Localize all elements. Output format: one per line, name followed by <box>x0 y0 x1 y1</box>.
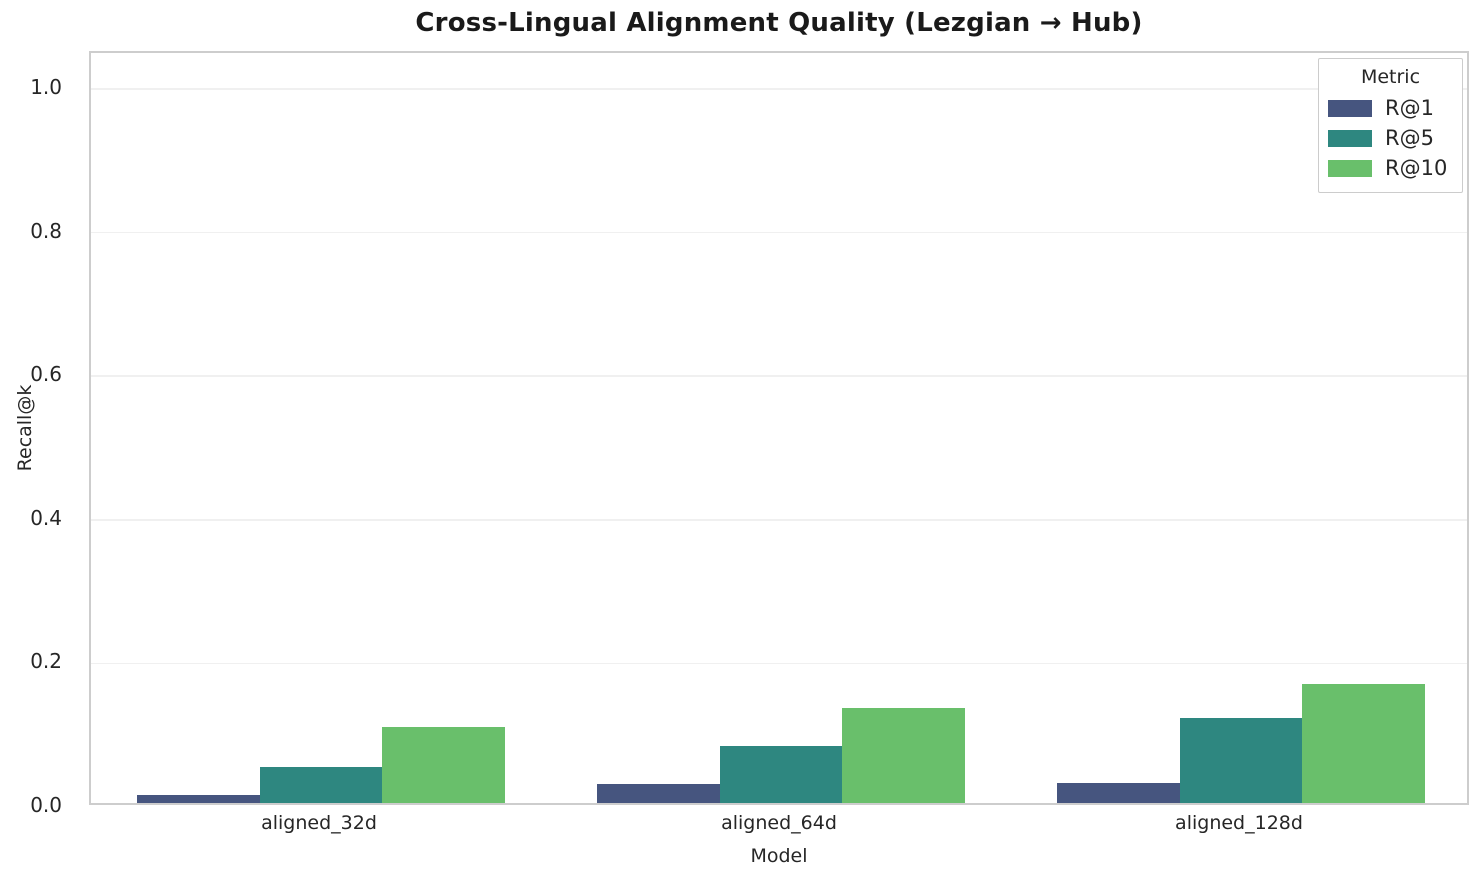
gridline <box>91 662 1467 665</box>
bars-layer <box>91 53 1467 803</box>
legend-item-R@5: R@5 <box>1328 123 1453 153</box>
legend-item-R@10: R@10 <box>1328 153 1453 183</box>
legend-item-R@1: R@1 <box>1328 93 1453 123</box>
y-axis-tick-label: 0.4 <box>30 505 62 530</box>
bar-aligned_128d-R@1 <box>1057 782 1180 803</box>
x-axis-label: Model <box>750 845 808 867</box>
bar-aligned_32d-R@10 <box>382 726 505 803</box>
gridline <box>91 375 1467 377</box>
bar-aligned_32d-R@5 <box>259 767 383 803</box>
y-axis-tick-label: 0.0 <box>30 793 62 817</box>
bar-aligned_64d-R@10 <box>842 708 965 803</box>
legend-item-label: R@10 <box>1385 155 1448 180</box>
legend: Metric R@1 R@5 R@10 <box>1318 58 1463 193</box>
chart-title: Cross-Lingual Alignment Quality (Lezgian… <box>415 8 1143 38</box>
legend-title: Metric <box>1360 66 1421 88</box>
x-axis-tick-label: aligned_128d <box>1175 812 1303 834</box>
y-axis-tick-label: 0.6 <box>30 362 62 387</box>
bar-aligned_64d-R@1 <box>597 784 720 803</box>
legend-swatch-icon <box>1328 129 1372 147</box>
y-axis-tick-label: 0.2 <box>30 649 62 674</box>
bar-aligned_32d-R@1 <box>137 795 260 803</box>
y-axis-label: Recall@k <box>14 384 36 472</box>
y-axis-tick-label: 1.0 <box>30 74 62 99</box>
plot-area <box>89 51 1469 805</box>
y-axis-tick-label: 0.8 <box>30 218 62 243</box>
legend-item-label: R@1 <box>1385 95 1434 120</box>
x-axis-tick-labels: aligned_32d aligned_64d aligned_128d <box>89 812 1469 840</box>
bar-aligned_128d-R@10 <box>1302 683 1425 803</box>
legend-entries: R@1 R@5 R@10 <box>1328 93 1453 183</box>
bar-aligned_128d-R@5 <box>1179 718 1303 803</box>
gridline <box>91 88 1467 90</box>
gridline <box>91 518 1467 521</box>
y-axis-tick-labels: 0.0 0.2 0.4 0.6 0.8 1.0 <box>0 51 74 817</box>
legend-swatch-icon <box>1328 99 1372 117</box>
bar-aligned_64d-R@5 <box>719 746 843 803</box>
x-axis-tick-label: aligned_64d <box>721 812 837 834</box>
legend-item-label: R@5 <box>1385 125 1434 150</box>
gridline <box>91 231 1467 234</box>
gridlines <box>91 53 1467 803</box>
x-axis-tick-label: aligned_32d <box>261 812 377 834</box>
legend-swatch-icon <box>1328 159 1372 177</box>
